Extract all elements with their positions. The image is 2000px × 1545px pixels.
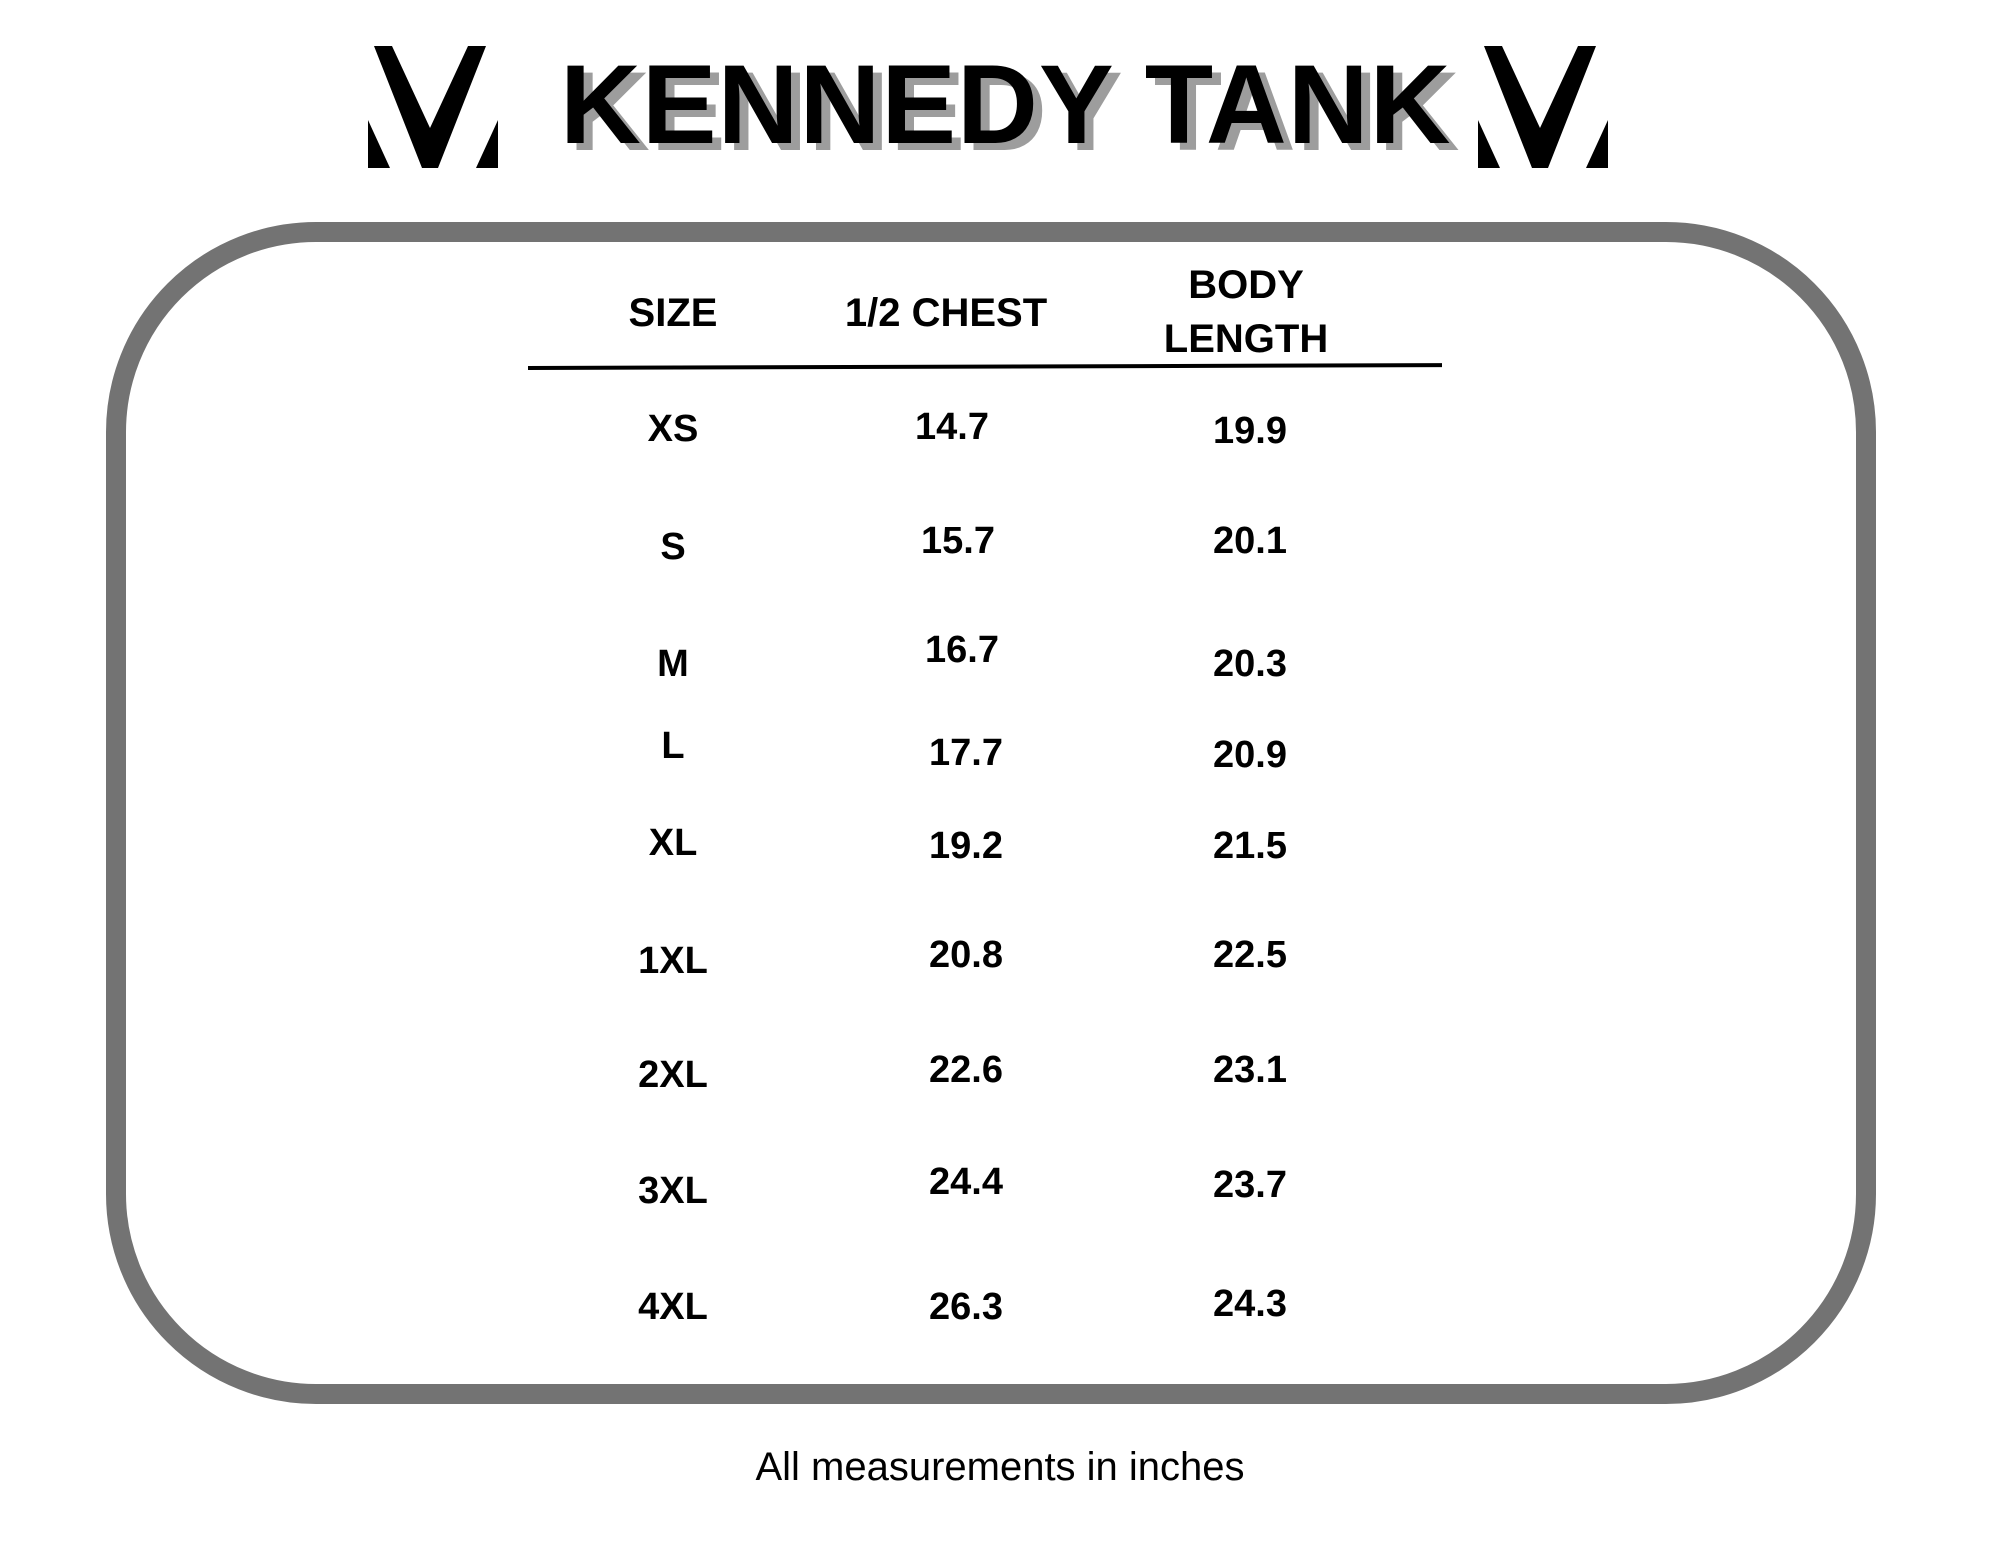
table-row: 4XL 26.3 24.3: [0, 1283, 2000, 1432]
table-row: M 16.7 20.3: [0, 623, 2000, 739]
page-header: KENNEDY TANK KENNEDY TANK: [0, 40, 2000, 174]
table-row: 3XL 24.4 23.7: [0, 1161, 2000, 1317]
title-shadow: KENNEDY TANK: [569, 49, 1461, 174]
size-cell: 3XL: [638, 1169, 708, 1212]
size-cell: M: [657, 643, 689, 685]
table-row: S 15.7 20.1: [0, 508, 2000, 624]
body-length-cell: 23.7: [1213, 1163, 1287, 1206]
size-cell: S: [660, 525, 686, 568]
header-divider: [527, 363, 1443, 370]
body-length-cell: 20.9: [1213, 733, 1287, 776]
chest-cell: 15.7: [921, 519, 995, 562]
chest-cell: 22.6: [929, 1049, 1003, 1091]
table-row: XL 19.2 21.5: [0, 822, 2000, 970]
size-cell: XL: [648, 822, 698, 864]
size-cell: 1XL: [638, 939, 708, 982]
chest-cell: 14.7: [915, 406, 989, 448]
chest-cell: 24.4: [929, 1160, 1003, 1203]
chest-cell: 16.7: [925, 629, 999, 671]
measurement-note: All measurements in inches: [755, 1445, 1245, 1489]
column-header-body-length: BODY LENGTH: [1096, 258, 1396, 366]
size-cell: 4XL: [638, 1286, 708, 1328]
table-row: 1XL 20.8 22.5: [0, 934, 2000, 1086]
column-header-body-line-1: BODY: [1188, 263, 1304, 307]
column-header-chest: 1/2 CHEST: [844, 291, 1048, 335]
chest-cell: 20.8: [929, 933, 1003, 976]
column-header-body-line-2: LENGTH: [1163, 317, 1329, 361]
size-chart-frame: [106, 222, 1876, 1404]
size-cell: XS: [647, 408, 699, 450]
body-length-cell: 23.1: [1213, 1049, 1287, 1091]
chest-cell: 17.7: [929, 731, 1003, 774]
title-block: KENNEDY TANK KENNEDY TANK: [560, 40, 1460, 174]
body-length-cell: 20.3: [1213, 643, 1287, 685]
body-length-cell: 21.5: [1213, 825, 1287, 867]
size-cell: 2XL: [638, 1054, 708, 1096]
body-length-cell: 19.9: [1213, 410, 1287, 452]
table-body: XS 14.7 19.9 S 15.7 20.1 M 16.7 20.3 L 1…: [0, 392, 2000, 1432]
column-header-size: SIZE: [628, 291, 718, 335]
double-chevron-v-logo-icon: [368, 46, 498, 168]
table-row: 2XL 22.6 23.1: [0, 1049, 2000, 1201]
body-length-cell: 24.3: [1213, 1283, 1287, 1325]
double-chevron-v-logo-icon: [1478, 46, 1608, 168]
body-length-cell: 20.1: [1213, 519, 1287, 562]
chest-cell: 26.3: [929, 1286, 1003, 1328]
body-length-cell: 22.5: [1213, 933, 1287, 976]
page-title: KENNEDY TANK: [560, 42, 1452, 167]
table-row: XS 14.7 19.9: [0, 392, 2000, 508]
table-row: L 17.7 20.9: [0, 725, 2000, 855]
chest-cell: 19.2: [929, 825, 1003, 867]
size-cell: L: [661, 724, 685, 767]
